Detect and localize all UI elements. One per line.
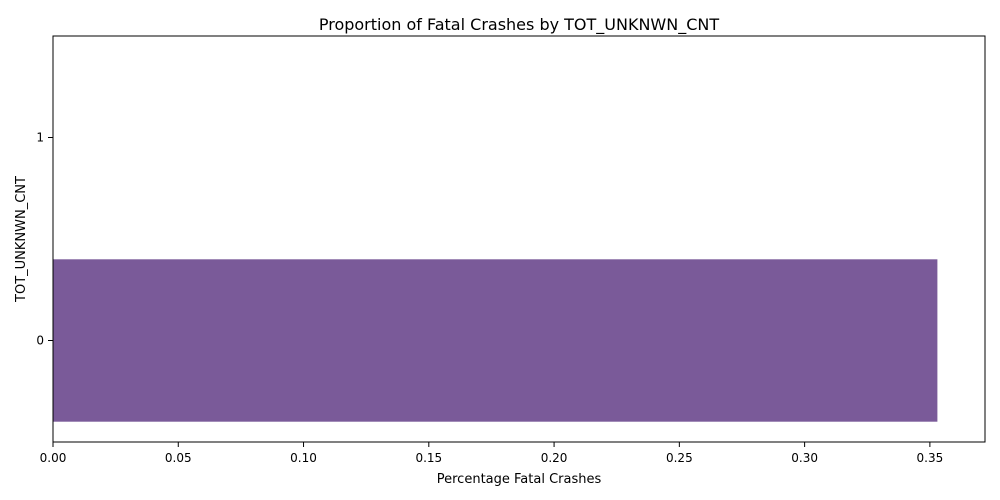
y-tick-label: 1 <box>36 131 44 145</box>
chart-title: Proportion of Fatal Crashes by TOT_UNKNW… <box>319 15 720 35</box>
bar-0 <box>53 259 938 422</box>
x-tick-label: 0.25 <box>666 451 693 465</box>
y-axis-ticks: 01 <box>36 131 53 348</box>
x-tick-label: 0.00 <box>40 451 67 465</box>
x-tick-label: 0.10 <box>290 451 317 465</box>
x-axis-ticks: 0.00 0.05 0.10 0.15 0.20 0.25 0.30 0.35 <box>40 442 944 465</box>
x-tick-label: 0.20 <box>541 451 568 465</box>
x-tick-label: 0.05 <box>165 451 192 465</box>
bar-group <box>53 259 938 422</box>
x-tick-label: 0.30 <box>791 451 818 465</box>
x-axis-label: Percentage Fatal Crashes <box>437 472 602 487</box>
plot-frame <box>52 35 986 443</box>
x-tick-label: 0.35 <box>917 451 944 465</box>
x-tick-label: 0.15 <box>415 451 442 465</box>
y-axis-label: TOT_UNKNWN_CNT <box>14 176 29 303</box>
y-tick-label: 0 <box>36 334 44 348</box>
